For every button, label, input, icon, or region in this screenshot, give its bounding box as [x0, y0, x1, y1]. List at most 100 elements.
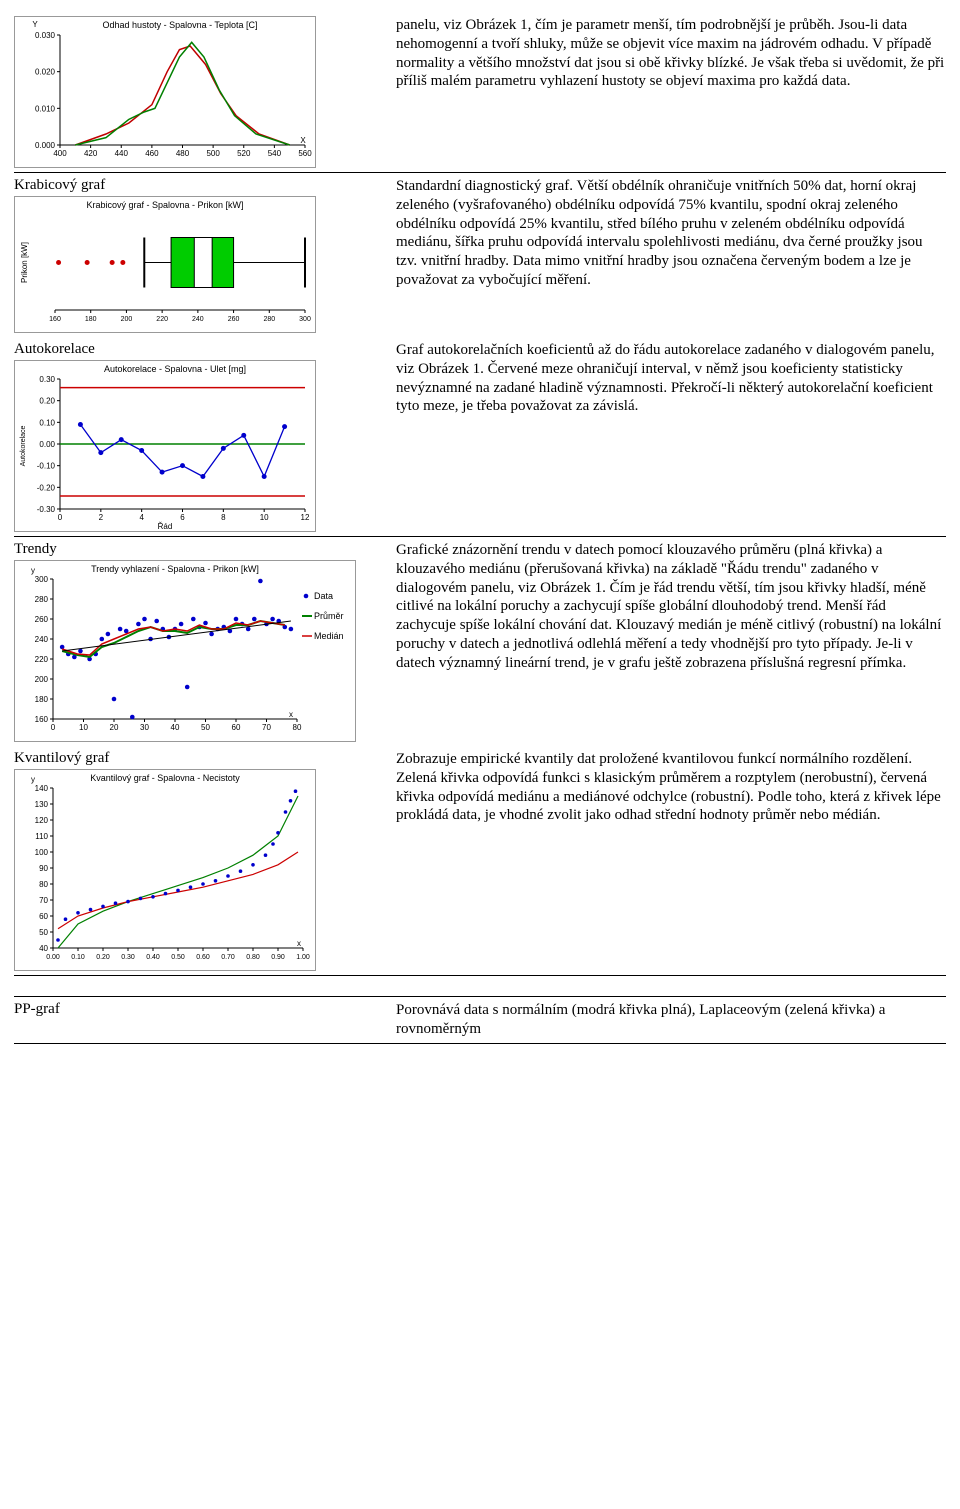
svg-text:0.10: 0.10 — [39, 418, 55, 427]
density-text: panelu, viz Obrázek 1, čím je parametr m… — [392, 16, 946, 168]
svg-text:Trendy vyhlazení - Spalovna -: Trendy vyhlazení - Spalovna - Prikon [kW… — [91, 564, 259, 574]
svg-text:220: 220 — [35, 655, 49, 664]
svg-text:0.30: 0.30 — [39, 375, 55, 384]
svg-text:400: 400 — [53, 149, 67, 158]
svg-text:0.20: 0.20 — [96, 954, 110, 961]
svg-text:0.030: 0.030 — [35, 31, 56, 40]
svg-text:50: 50 — [201, 723, 210, 732]
trends-text: Grafické znázornění trendu v datech pomo… — [392, 541, 946, 742]
row-trends: Trendy 010203040506070801601802002202402… — [14, 537, 946, 746]
svg-text:110: 110 — [35, 832, 48, 841]
autocorr-text: Graf autokorelačních koeficientů až do ř… — [392, 341, 946, 532]
svg-text:440: 440 — [115, 149, 129, 158]
svg-text:60: 60 — [39, 912, 48, 921]
trends-left: Trendy 010203040506070801601802002202402… — [14, 541, 392, 742]
svg-text:0: 0 — [58, 513, 63, 522]
svg-text:180: 180 — [85, 316, 97, 323]
svg-text:240: 240 — [192, 316, 204, 323]
density-left: 4004204404604805005205405600.0000.0100.0… — [14, 16, 392, 168]
svg-text:0.20: 0.20 — [39, 397, 55, 406]
svg-text:Řád: Řád — [158, 522, 173, 531]
quantile-chart: 0.000.100.200.300.400.500.600.700.800.90… — [14, 769, 316, 971]
svg-text:-0.30: -0.30 — [37, 505, 56, 514]
svg-text:0.30: 0.30 — [121, 954, 135, 961]
boxplot-label: Krabicový graf — [14, 177, 384, 194]
svg-text:0.50: 0.50 — [171, 954, 185, 961]
svg-text:10: 10 — [260, 513, 269, 522]
svg-text:90: 90 — [39, 864, 48, 873]
row-autocorr: Autokorelace 024681012-0.30-0.20-0.100.0… — [14, 337, 946, 537]
svg-text:0.00: 0.00 — [46, 954, 60, 961]
svg-text:160: 160 — [49, 316, 61, 323]
svg-text:0.60: 0.60 — [196, 954, 210, 961]
svg-text:0.020: 0.020 — [35, 68, 56, 77]
svg-text:0.00: 0.00 — [39, 440, 55, 449]
svg-text:80: 80 — [293, 723, 302, 732]
svg-text:180: 180 — [35, 695, 49, 704]
ppgraf-text: Porovnává data s normálním (modrá křivka… — [392, 1001, 946, 1039]
svg-text:0.010: 0.010 — [35, 104, 56, 113]
svg-text:460: 460 — [145, 149, 159, 158]
svg-text:520: 520 — [237, 149, 251, 158]
svg-text:500: 500 — [206, 149, 220, 158]
boxplot-chart: 160180200220240260280300Krabicový graf -… — [14, 196, 316, 333]
svg-text:50: 50 — [39, 928, 48, 937]
svg-text:10: 10 — [79, 723, 88, 732]
autocorr-chart: 024681012-0.30-0.20-0.100.000.100.200.30… — [14, 360, 316, 532]
svg-text:Odhad hustoty - Spalovna - Tep: Odhad hustoty - Spalovna - Teplota [C] — [103, 20, 258, 30]
svg-text:200: 200 — [121, 316, 133, 323]
svg-text:80: 80 — [39, 880, 48, 889]
svg-text:160: 160 — [35, 715, 49, 724]
svg-text:300: 300 — [299, 316, 311, 323]
svg-text:x: x — [289, 710, 293, 719]
row-ppgraf: PP-graf Porovnává data s normálním (modr… — [14, 996, 946, 1044]
svg-text:0.80: 0.80 — [246, 954, 260, 961]
svg-text:Autokorelace: Autokorelace — [20, 425, 27, 466]
svg-text:480: 480 — [176, 149, 190, 158]
svg-text:20: 20 — [110, 723, 119, 732]
svg-text:280: 280 — [263, 316, 275, 323]
svg-text:560: 560 — [298, 149, 312, 158]
svg-text:280: 280 — [35, 595, 49, 604]
svg-text:Y: Y — [32, 20, 38, 29]
row-boxplot: Krabicový graf 160180200220240260280300K… — [14, 173, 946, 337]
row-density: 4004204404604805005205405600.0000.0100.0… — [14, 12, 946, 173]
svg-text:100: 100 — [35, 848, 49, 857]
svg-text:40: 40 — [171, 723, 180, 732]
svg-text:70: 70 — [39, 896, 48, 905]
row-quantile: Kvantilový graf 0.000.100.200.300.400.50… — [14, 746, 946, 976]
svg-text:4: 4 — [139, 513, 144, 522]
boxplot-left: Krabicový graf 160180200220240260280300K… — [14, 177, 392, 333]
autocorr-left: Autokorelace 024681012-0.30-0.20-0.100.0… — [14, 341, 392, 532]
svg-text:12: 12 — [301, 513, 310, 522]
svg-text:8: 8 — [221, 513, 226, 522]
svg-text:220: 220 — [156, 316, 168, 323]
svg-text:30: 30 — [140, 723, 149, 732]
svg-text:Prikon [kW]: Prikon [kW] — [20, 242, 29, 283]
svg-text:x: x — [297, 939, 301, 948]
ppgraf-left: PP-graf — [14, 1001, 392, 1039]
quantile-left: Kvantilový graf 0.000.100.200.300.400.50… — [14, 750, 392, 971]
autocorr-label: Autokorelace — [14, 341, 384, 358]
svg-text:6: 6 — [180, 513, 185, 522]
svg-text:2: 2 — [99, 513, 104, 522]
svg-text:y: y — [31, 775, 35, 784]
svg-text:Kvantilový graf - Spalovna - N: Kvantilový graf - Spalovna - Necistoty — [90, 773, 240, 783]
svg-text:260: 260 — [228, 316, 240, 323]
svg-text:130: 130 — [35, 800, 49, 809]
svg-text:0.90: 0.90 — [271, 954, 285, 961]
svg-text:-0.10: -0.10 — [37, 462, 56, 471]
boxplot-text: Standardní diagnostický graf. Větší obdé… — [392, 177, 946, 333]
svg-text:140: 140 — [35, 784, 49, 793]
svg-text:0: 0 — [51, 723, 56, 732]
svg-text:Autokorelace - Spalovna - Ulet: Autokorelace - Spalovna - Ulet [mg] — [104, 364, 246, 374]
svg-text:260: 260 — [35, 615, 49, 624]
svg-text:200: 200 — [35, 675, 49, 684]
trends-label: Trendy — [14, 541, 384, 558]
svg-text:X: X — [300, 136, 306, 145]
svg-text:0.40: 0.40 — [146, 954, 160, 961]
svg-text:540: 540 — [268, 149, 282, 158]
svg-text:240: 240 — [35, 635, 49, 644]
svg-text:40: 40 — [39, 944, 48, 953]
ppgraf-label: PP-graf — [14, 1001, 384, 1018]
